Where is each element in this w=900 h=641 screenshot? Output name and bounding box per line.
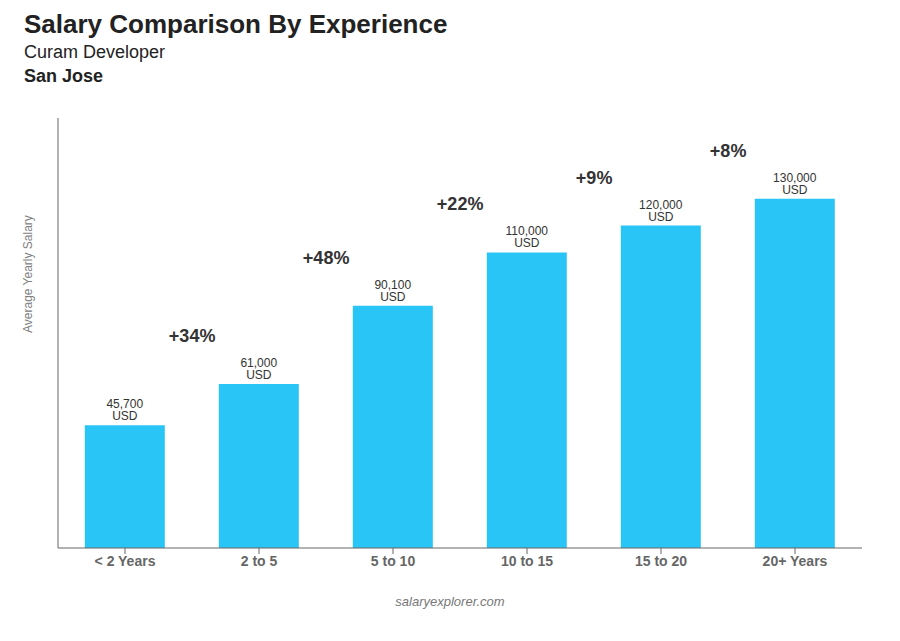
- svg-text:20+ Years: 20+ Years: [763, 553, 828, 569]
- svg-text:+22%: +22%: [437, 194, 484, 214]
- html-text:salaryexplorer.com: salaryexplorer.com: [395, 594, 505, 609]
- svg-text:5 to 10: 5 to 10: [371, 553, 416, 569]
- html-text:San Jose: San Jose: [24, 66, 103, 86]
- svg-text:< 2 Years: < 2 Years: [95, 553, 156, 569]
- svg-text:10 to 15: 10 to 15: [501, 553, 553, 569]
- svg-text:15 to 20: 15 to 20: [635, 553, 687, 569]
- html-text:Salary Comparison By Experienc: Salary Comparison By Experience: [24, 9, 448, 39]
- svg-text:110,000USD: 110,000USD: [506, 224, 549, 250]
- svg-text:+34%: +34%: [169, 326, 216, 346]
- svg-text:120,000USD: 120,000USD: [639, 198, 683, 224]
- html-text:Curam Developer: Curam Developer: [24, 42, 166, 62]
- svg-text:Average Yearly Salary: Average Yearly Salary: [21, 215, 35, 333]
- svg-text:2 to 5: 2 to 5: [241, 553, 278, 569]
- svg-text:90,100USD: 90,100USD: [374, 278, 411, 304]
- svg-text:130,000USD: 130,000USD: [773, 171, 817, 197]
- svg-text:+8%: +8%: [710, 141, 747, 161]
- svg-text:61,000USD: 61,000USD: [240, 356, 277, 382]
- svg-text:+9%: +9%: [576, 168, 613, 188]
- svg-text:45,700USD: 45,700USD: [106, 397, 143, 423]
- svg-text:+48%: +48%: [303, 248, 350, 268]
